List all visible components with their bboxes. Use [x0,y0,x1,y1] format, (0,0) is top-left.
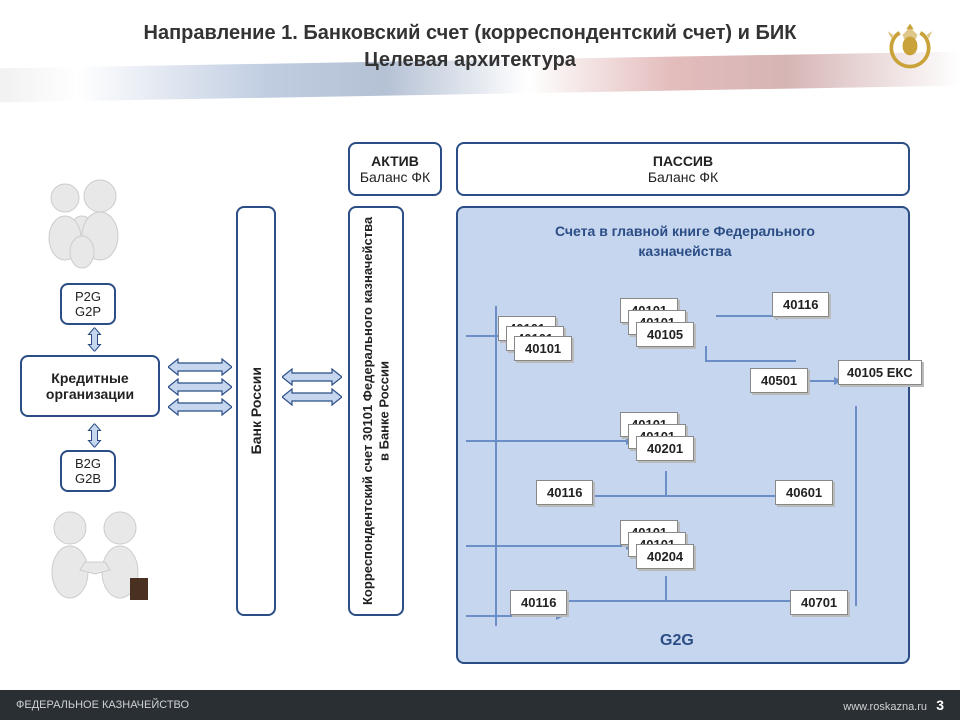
node-40501: 40501 [750,368,808,393]
node-40601: 40601 [775,480,833,505]
emblem-icon [882,18,938,74]
node-40116-ml: 40116 [536,480,593,505]
node-40201: 40201 [636,436,694,461]
people-family-icon [30,170,140,270]
g2g-label: G2G [660,632,694,650]
passiv-header: ПАССИВ Баланс ФК [456,142,910,196]
node-40105: 40105 [636,322,694,347]
credit-org-box: Кредитные организации [20,355,160,417]
node-40116-bl: 40116 [510,590,567,615]
aktiv-sub: Баланс ФК [360,169,430,185]
people-handshake-icon [30,500,160,610]
v-arrow-1 [83,328,102,352]
bi-arrow-3 [168,398,232,421]
bank-russia-label: Банк России [248,367,264,454]
footer-left: ФЕДЕРАЛЬНОЕ КАЗНАЧЕЙСТВО [16,699,189,711]
corr-account-box: Корреспондентский счет 30101 Федеральног… [348,206,404,616]
b2g-box: B2G G2B [60,450,116,492]
p2g-box: P2G G2P [60,283,116,325]
passive-title: Счета в главной книге Федерального казна… [520,222,850,261]
footer-url: www.roskazna.ru [843,701,927,713]
passiv-top: ПАССИВ [653,153,713,169]
aktiv-header: АКТИВ Баланс ФК [348,142,442,196]
footer-bar: ФЕДЕРАЛЬНОЕ КАЗНАЧЕЙСТВО www.roskazna.ru… [0,690,960,720]
slide: { "title": "Направление 1. Банковский сч… [0,0,960,720]
passiv-sub: Баланс ФК [648,169,718,185]
slide-title: Направление 1. Банковский счет (корреспо… [80,20,860,74]
aktiv-top: АКТИВ [371,153,419,169]
node-40204: 40204 [636,544,694,569]
bi-arrow-5 [282,388,342,411]
page-number: 3 [936,697,944,713]
bank-russia-box: Банк России [236,206,276,616]
v-arrow-2 [83,424,102,448]
node-40116-tr: 40116 [772,292,829,317]
node-40701: 40701 [790,590,848,615]
corr-account-label: Корреспондентский счет 30101 Федеральног… [360,212,393,610]
node-40101-c: 40101 [514,336,572,361]
node-40105-eks: 40105 ЕКС [838,360,922,385]
